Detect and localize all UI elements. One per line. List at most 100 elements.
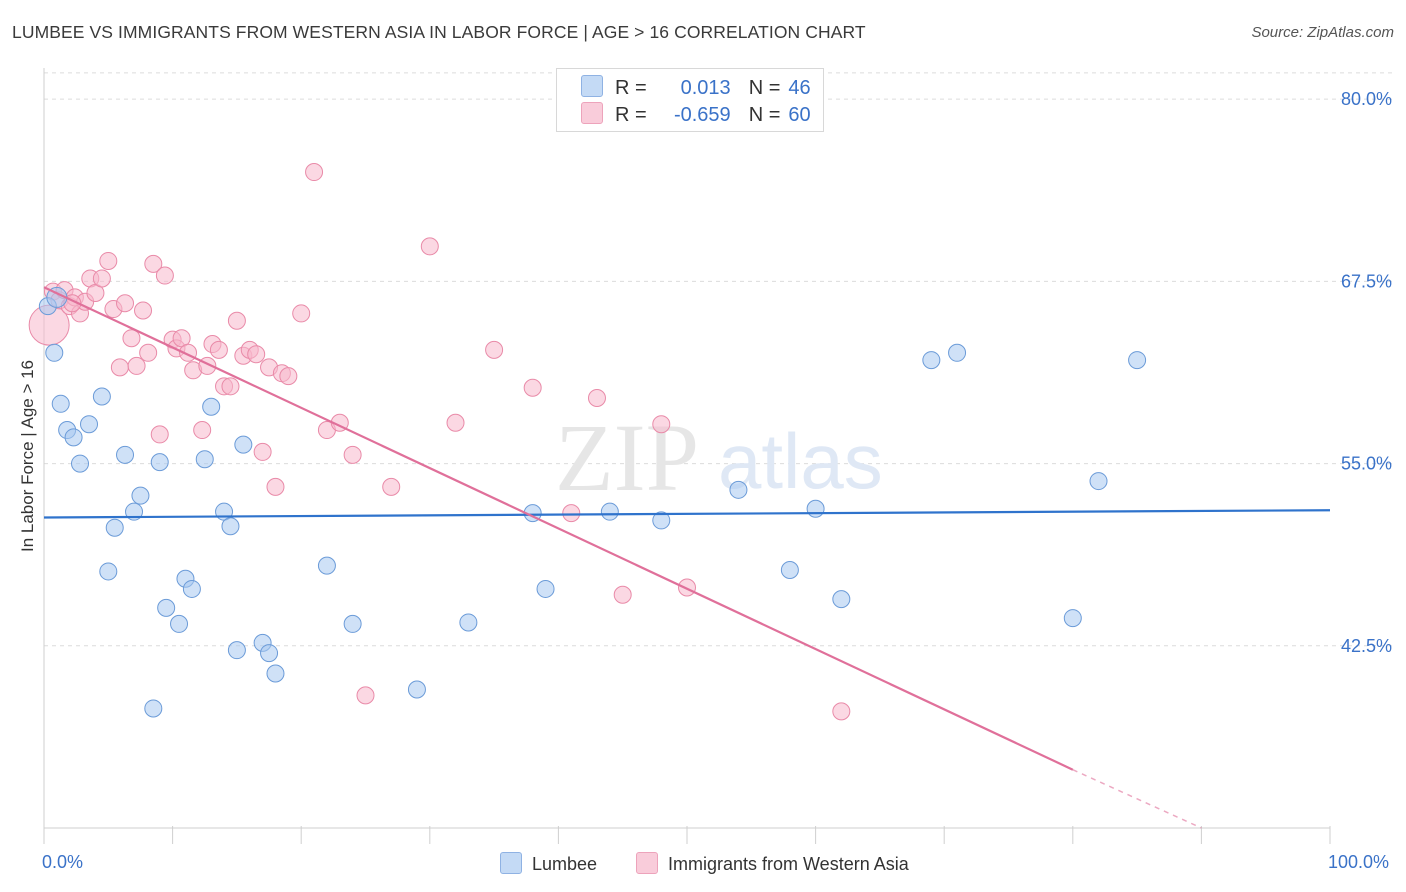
lumbee-point <box>536 579 555 598</box>
lumbee-point <box>64 428 83 447</box>
trend-lines <box>43 286 1331 829</box>
watermark: ZIP atlas <box>555 404 883 511</box>
lumbee-point <box>92 387 111 406</box>
r-value-lumbee: 0.013 <box>680 77 731 99</box>
lumbee-point <box>71 454 90 473</box>
lumbee-point <box>780 560 799 579</box>
y-tick-label: 80.0% <box>1341 89 1392 109</box>
immigrants-point <box>562 504 581 523</box>
lumbee-point <box>182 579 201 598</box>
series-immigrants-points <box>28 163 851 721</box>
lumbee-point <box>195 450 214 469</box>
immigrants-point <box>193 421 212 440</box>
immigrants-point <box>279 367 298 386</box>
lumbee-point <box>266 664 285 683</box>
series-lumbee-points <box>38 286 1147 718</box>
lumbee-point <box>150 453 169 472</box>
immigrants-point <box>446 413 465 432</box>
watermark-zip: ZIP <box>555 404 699 511</box>
immigrants-point <box>382 477 401 496</box>
bottom-legend-lumbee: Lumbee <box>500 852 597 875</box>
bottom-legend-immigrants: Immigrants from Western Asia <box>636 852 909 875</box>
immigrants-point <box>144 254 163 273</box>
lumbee-point <box>407 680 426 699</box>
lumbee-trend-line <box>43 509 1331 519</box>
lumbee-point <box>317 556 336 575</box>
lumbee-point <box>157 598 176 617</box>
lumbee-point <box>170 614 189 633</box>
lumbee-point <box>80 415 99 434</box>
y-tick-label: 67.5% <box>1341 271 1392 291</box>
immigrants-point <box>356 686 375 705</box>
immigrants-point <box>247 345 266 364</box>
immigrants-point <box>122 329 141 348</box>
immigrants-point <box>678 578 696 597</box>
immigrants-point <box>155 266 174 285</box>
immigrants-point <box>652 415 671 434</box>
immigrants-trend-line <box>43 286 1074 771</box>
immigrants-point <box>420 237 439 256</box>
y-tick-label: 55.0% <box>1341 454 1392 474</box>
lumbee-point <box>227 641 246 660</box>
lumbee-point <box>131 486 150 505</box>
immigrants-point <box>587 388 606 407</box>
chart-title: LUMBEE VS IMMIGRANTS FROM WESTERN ASIA I… <box>12 22 866 42</box>
immigrants-point <box>92 269 111 288</box>
immigrants-point <box>139 343 158 362</box>
immigrants-point <box>221 377 240 396</box>
immigrants-point <box>134 301 153 320</box>
lumbee-point <box>948 343 967 362</box>
x-tick-label-right: 100.0% <box>1328 852 1390 872</box>
lumbee-point <box>105 518 124 537</box>
y-tick-label: 42.5% <box>1341 636 1392 656</box>
legend-row-immigrants: R = -0.659 N = 60 <box>581 102 811 128</box>
immigrants-point <box>485 340 504 359</box>
immigrants-point <box>99 251 118 270</box>
lumbee-point <box>202 397 221 416</box>
lumbee-point <box>806 499 825 518</box>
immigrants-point <box>305 163 324 182</box>
immigrants-point <box>127 356 146 375</box>
lumbee-point <box>99 562 118 581</box>
immigrants-point <box>613 585 632 604</box>
bottom-legend-swatch-immigrants <box>636 852 658 874</box>
y-tick-labels: 42.5% 55.0% 67.5% 80.0% <box>1341 89 1392 656</box>
n-value-immigrants: 60 <box>788 104 811 126</box>
lumbee-point <box>234 435 253 454</box>
immigrants-point <box>253 442 272 461</box>
immigrants-point <box>832 702 851 721</box>
n-value-lumbee: 46 <box>788 77 811 99</box>
lumbee-point <box>832 590 851 609</box>
lumbee-point <box>144 699 163 718</box>
immigrants-point <box>523 378 542 397</box>
lumbee-point <box>729 480 748 499</box>
immigrants-point <box>266 477 285 496</box>
lumbee-point <box>459 613 478 632</box>
lumbee-point <box>922 351 941 370</box>
lumbee-point <box>343 614 362 633</box>
immigrants-point <box>292 304 311 323</box>
immigrants-point <box>227 311 246 330</box>
immigrants-trend-extension <box>1072 769 1202 829</box>
lumbee-point <box>221 517 240 536</box>
lumbee-point <box>116 445 135 464</box>
r-value-immigrants: -0.659 <box>673 104 731 126</box>
lumbee-point <box>1063 609 1082 628</box>
immigrants-point <box>209 340 228 359</box>
legend-swatch-lumbee <box>581 75 603 97</box>
source-label: Source: ZipAtlas.com <box>1251 24 1394 41</box>
axes <box>43 68 1331 844</box>
lumbee-point <box>45 343 64 362</box>
lumbee-point <box>600 502 619 521</box>
legend-swatch-immigrants <box>581 102 603 124</box>
lumbee-point <box>1128 351 1147 370</box>
immigrants-point <box>116 294 135 313</box>
legend-row-lumbee: R = 0.013 N = 46 <box>581 75 811 101</box>
lumbee-point <box>652 511 671 530</box>
immigrants-point <box>110 358 129 377</box>
immigrants-point <box>150 425 169 444</box>
x-tick-label-left: 0.0% <box>42 852 84 872</box>
bottom-legend-swatch-lumbee <box>500 852 522 874</box>
lumbee-point <box>1089 472 1108 491</box>
